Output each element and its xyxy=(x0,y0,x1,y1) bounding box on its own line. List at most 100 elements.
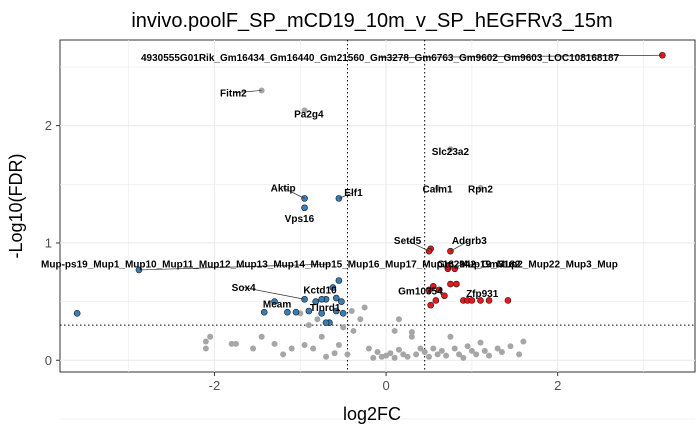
up-point xyxy=(441,292,448,300)
ns-point xyxy=(250,345,257,352)
gene-label: Pa2g4 xyxy=(294,109,324,120)
gene-label: Elf1 xyxy=(344,188,363,199)
gene-label: Tlnrd1 xyxy=(310,303,341,314)
plot-panel xyxy=(59,39,696,373)
ns-point xyxy=(228,340,235,347)
ns-point xyxy=(391,354,398,361)
gene-label: Fitm2 xyxy=(220,88,247,99)
ns-point xyxy=(271,340,278,347)
ns-point xyxy=(430,345,437,352)
chart-title: invivo.poolF_SP_mCD19_10m_v_SP_hEGFRv3_1… xyxy=(131,10,612,32)
down-point xyxy=(271,298,278,305)
label-connector xyxy=(243,287,305,300)
down-point xyxy=(284,308,291,316)
ns-point xyxy=(464,343,471,350)
gene-label: Slc23a2 xyxy=(432,147,470,158)
ns-point xyxy=(456,351,463,358)
ns-point xyxy=(434,351,441,358)
down-point xyxy=(318,295,326,303)
y-tick-label: 1 xyxy=(45,235,52,250)
down-point xyxy=(73,310,81,317)
label-connectors xyxy=(138,54,663,300)
ns-point xyxy=(468,347,475,354)
gene-label: Zfp931 xyxy=(466,289,499,300)
down-point xyxy=(322,319,330,327)
down-point xyxy=(312,298,320,305)
up-point xyxy=(432,297,440,304)
ns-point xyxy=(335,342,342,349)
down-point xyxy=(339,310,347,317)
ns-point xyxy=(421,349,428,356)
label-connector xyxy=(447,263,479,267)
ns-point xyxy=(447,146,454,153)
ns-point xyxy=(350,327,357,334)
down-regulated-points xyxy=(73,195,347,327)
ns-point xyxy=(413,351,420,358)
down-point xyxy=(318,310,326,317)
ns-point xyxy=(520,338,527,345)
ns-point xyxy=(447,333,454,340)
ns-point xyxy=(202,345,209,352)
up-point xyxy=(477,297,484,304)
down-point xyxy=(333,307,340,315)
grid-lines xyxy=(60,40,695,420)
ns-point xyxy=(498,349,505,356)
ns-point xyxy=(344,351,351,358)
ns-point xyxy=(280,351,287,358)
x-axis-title: log2FC xyxy=(343,404,401,424)
label-connector xyxy=(338,192,354,199)
ns-point xyxy=(258,333,265,340)
ns-point xyxy=(340,324,347,331)
gene-label: Mcam xyxy=(263,299,291,310)
gene-label: Vps16 xyxy=(285,214,315,225)
y-axis-ticks: 0 1 2 xyxy=(45,118,60,368)
gene-label: Mup-ps19_Mup1_Mup10_Mup11_Mup12_Mup13_Mu… xyxy=(41,260,618,271)
ns-point xyxy=(516,351,523,358)
gene-label: Adgrb3 xyxy=(452,236,487,247)
ns-point xyxy=(477,184,484,191)
gene-label: Gm2942_Gm3182 xyxy=(437,260,521,271)
up-point xyxy=(453,280,460,288)
gene-label: Setd5 xyxy=(394,236,422,247)
ns-point xyxy=(288,345,295,352)
ns-point xyxy=(473,351,480,358)
ns-point xyxy=(395,346,402,353)
up-regulated-points xyxy=(425,51,666,309)
ns-point xyxy=(507,343,514,350)
down-point xyxy=(305,307,313,315)
ns-point xyxy=(387,350,394,357)
up-point xyxy=(447,280,454,288)
ns-point xyxy=(391,327,398,334)
x-tick-label: 2 xyxy=(554,378,561,393)
ns-point xyxy=(331,350,338,357)
ns-point xyxy=(365,345,372,352)
gene-label: Rpn2 xyxy=(468,184,493,195)
up-point xyxy=(468,297,476,304)
non-significant-points xyxy=(202,87,527,361)
gene-label: Calm1 xyxy=(423,184,453,195)
ns-point xyxy=(451,345,458,352)
y-tick-label: 0 xyxy=(45,353,52,368)
ns-point xyxy=(207,333,214,340)
ns-point xyxy=(438,347,445,354)
ns-point xyxy=(404,353,411,360)
ns-point xyxy=(374,349,381,356)
ns-point xyxy=(232,340,239,347)
ns-point xyxy=(494,345,501,352)
down-point xyxy=(329,284,337,291)
down-point xyxy=(338,298,345,305)
x-tick-label: 0 xyxy=(382,378,389,393)
label-connector xyxy=(450,240,470,252)
ns-point xyxy=(318,333,325,340)
ns-point xyxy=(425,353,432,360)
up-point xyxy=(485,297,493,304)
gene-label: Aktip xyxy=(271,183,296,194)
down-point xyxy=(292,308,300,316)
label-connector xyxy=(233,90,262,94)
ns-point xyxy=(486,352,493,359)
y-tick-label: 2 xyxy=(45,118,52,133)
ns-point xyxy=(434,184,441,191)
x-axis-ticks: -2 0 2 xyxy=(209,372,561,393)
down-point xyxy=(301,204,308,212)
